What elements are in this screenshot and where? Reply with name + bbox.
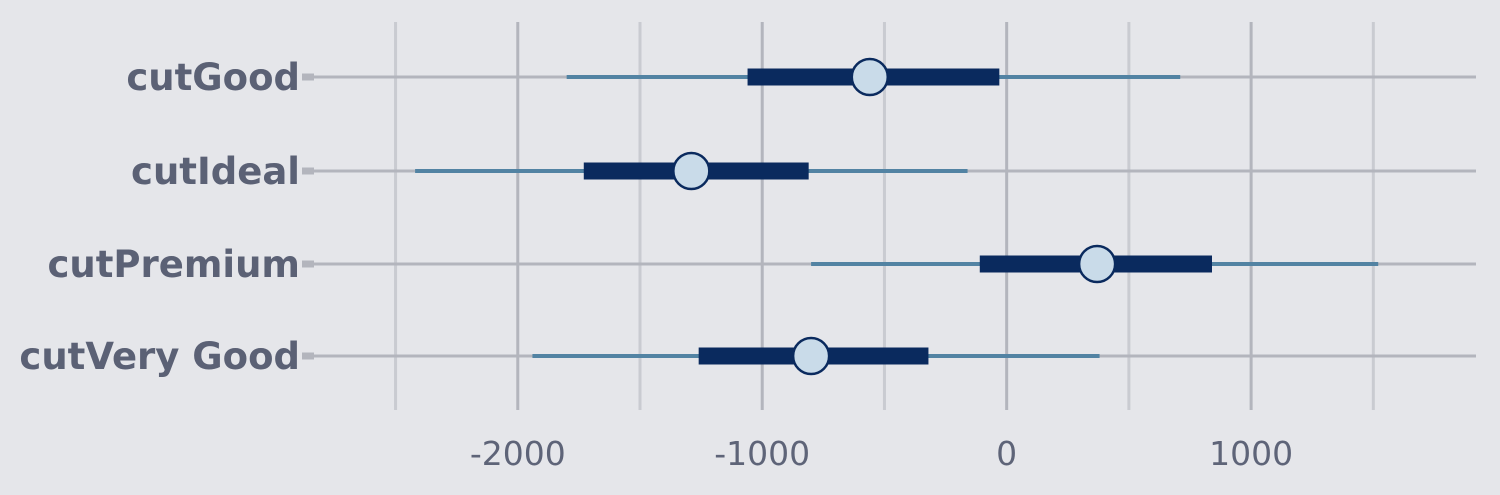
point-estimate: [791, 336, 831, 376]
category-label: cutVery Good: [19, 335, 300, 378]
point-estimate: [672, 151, 711, 191]
x-axis-ticks: -2000 -1000 0 1000: [470, 434, 1293, 473]
x-tick-label: 0: [996, 434, 1017, 473]
category-labels: cutGood cutIdeal cutPremium cutVery Good: [19, 56, 300, 378]
intervals: [415, 57, 1379, 376]
point-estimate: [1077, 244, 1117, 284]
x-tick-label: -2000: [470, 434, 566, 473]
category-rows: [302, 73, 1476, 360]
category-label: cutIdeal: [131, 150, 300, 193]
x-tick-label: 1000: [1209, 434, 1293, 473]
category-label: cutPremium: [47, 243, 300, 286]
x-tick-label: -1000: [714, 434, 810, 473]
point-estimate: [850, 57, 890, 97]
category-label: cutGood: [126, 56, 300, 99]
